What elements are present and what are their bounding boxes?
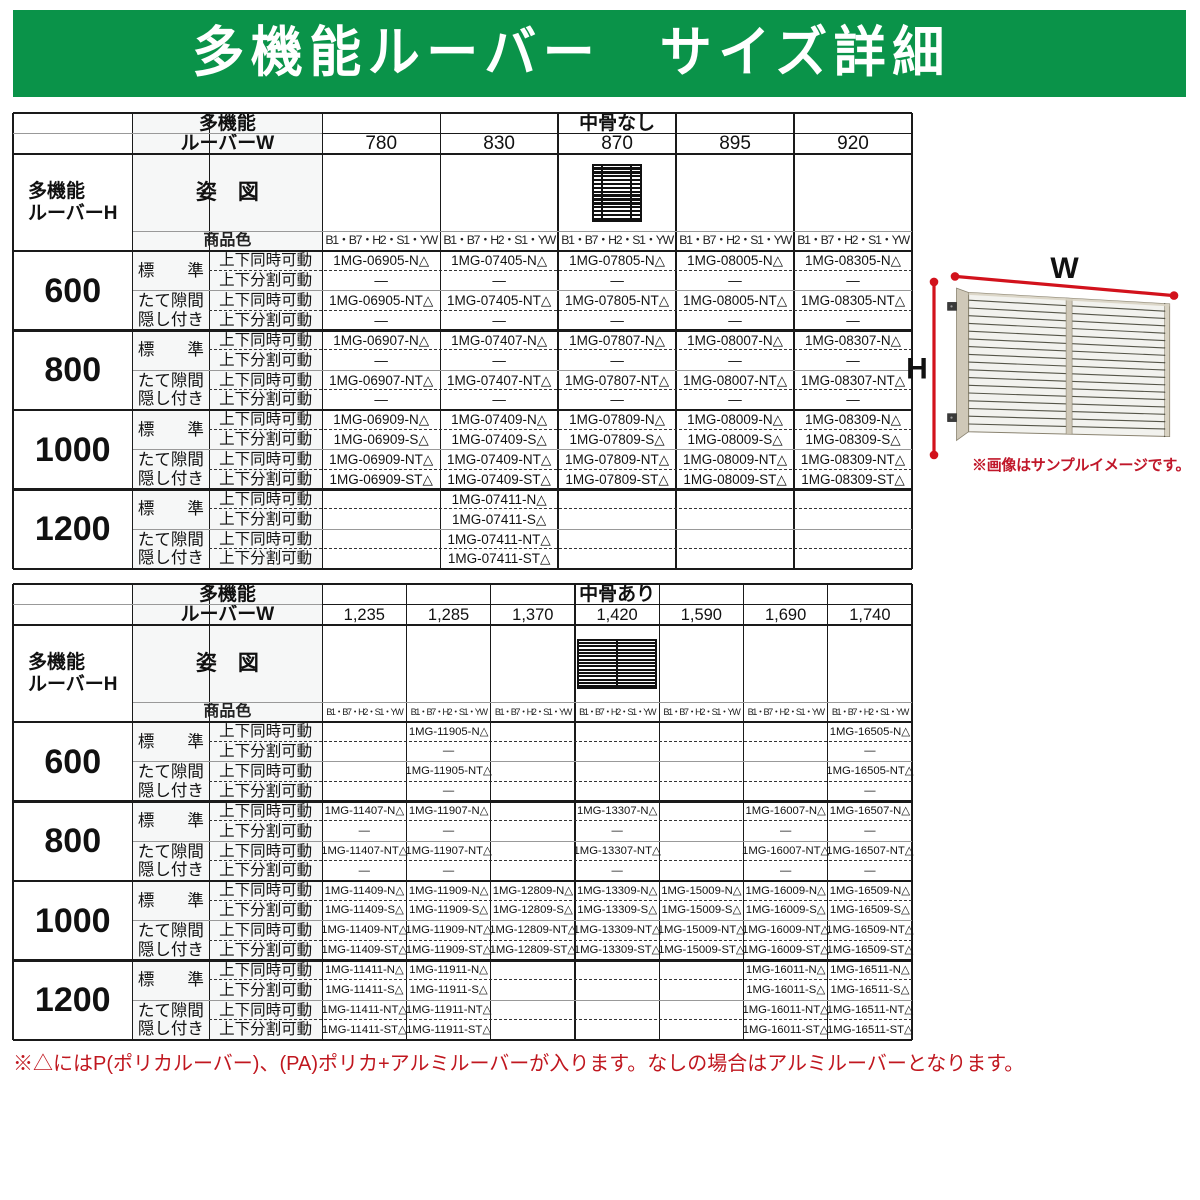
- svg-text:H: H: [906, 352, 928, 385]
- svg-text:W: W: [1050, 255, 1079, 285]
